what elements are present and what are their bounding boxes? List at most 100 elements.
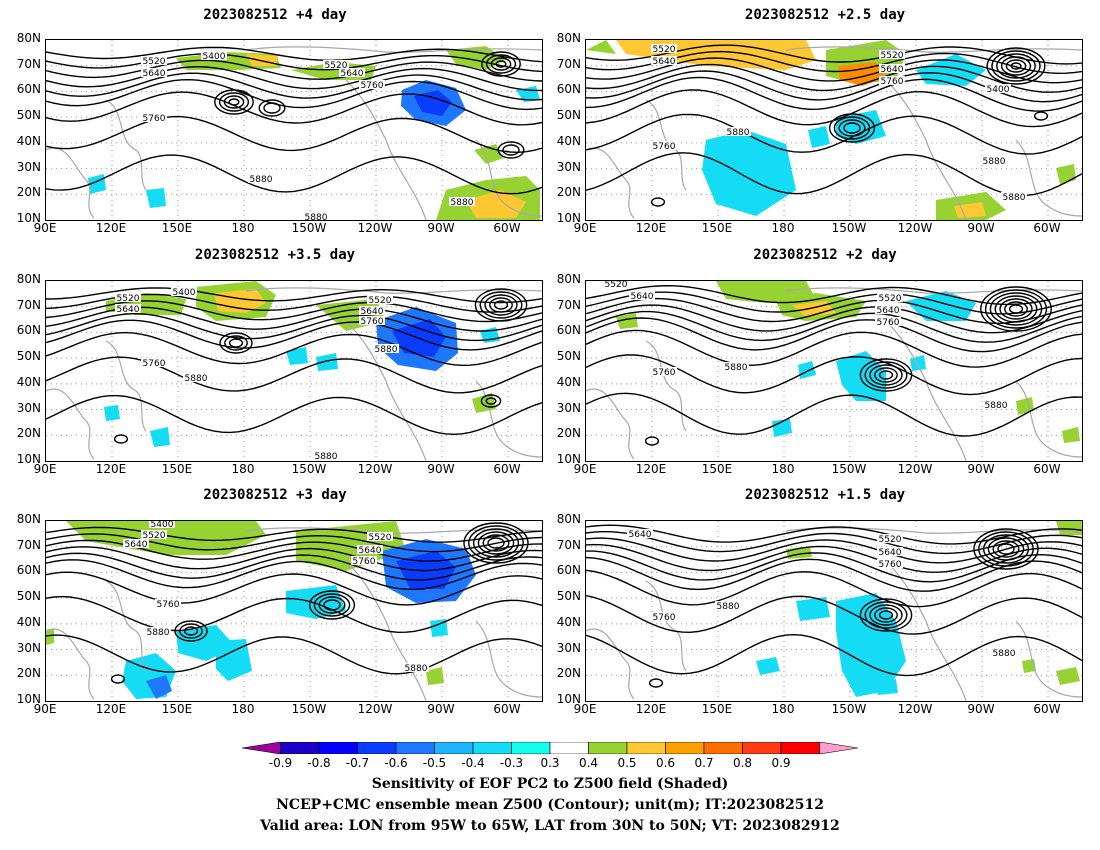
north-america-east-coastline [475, 139, 542, 217]
contour-label-bg [877, 293, 903, 302]
panel-plus3-day: 2023082512 +3 day [0, 480, 550, 720]
contour-line [46, 571, 542, 606]
contour-label: 5640 [125, 540, 148, 550]
closed-contour [308, 590, 356, 620]
contour-line [586, 297, 1082, 325]
contour-label: 5760 [361, 317, 384, 327]
colorbar-tick-label: -0.9 [268, 756, 293, 770]
contour-line [586, 569, 1082, 608]
closed-contour [258, 99, 286, 117]
closed-contour [489, 297, 513, 313]
longitude-tick-label: 150E [701, 462, 733, 476]
longitude-tick-label: 90W [967, 221, 995, 235]
colorbar-segment [395, 742, 435, 754]
shaded-region [798, 361, 816, 379]
contour-label: 5880 [451, 198, 474, 208]
map-plot: 5400 5520 5640 5520 5640 5760 5760 5880 5880 5880 [45, 39, 543, 221]
arctic-coastline [785, 527, 1082, 534]
shaded-region [1062, 427, 1080, 443]
closed-contour [986, 47, 1046, 85]
latitude-tick-label: 60N [16, 563, 41, 578]
closed-contour [323, 599, 341, 611]
contour-label: 5880 [725, 363, 748, 373]
contour-label-bg [183, 373, 209, 382]
contour-label-bg [141, 68, 167, 77]
colorbar-segment [472, 742, 512, 754]
contour-label: 5520 [143, 57, 166, 67]
closed-contour [174, 620, 208, 642]
shaded-region [616, 313, 638, 329]
contour-line [46, 356, 542, 394]
contour-label: 5640 [653, 57, 676, 67]
contour-label: 5520 [879, 294, 902, 304]
map-plot: 5640 5520 5640 5760 5880 5760 5880 [585, 520, 1083, 702]
latitude-tick-label: 30N [16, 159, 41, 174]
contour-label: 5520 [369, 533, 392, 543]
contour-line [46, 319, 542, 351]
closed-contour [980, 286, 1052, 332]
contour-label-bg [603, 281, 629, 288]
contour-label: 5880 [1003, 193, 1026, 203]
contour-label: 5760 [653, 368, 676, 378]
latitude-tick-label: 50N [556, 589, 581, 604]
closed-contour [223, 95, 245, 109]
latitude-tick-label: 50N [16, 108, 41, 123]
closed-contour [869, 604, 903, 626]
colorbar-segment [665, 742, 705, 754]
closed-contour [644, 436, 660, 446]
contour-label-bg [1001, 192, 1027, 201]
shaded-region [916, 54, 986, 86]
panel-title: 2023082512 +3.5 day [194, 247, 356, 263]
closed-contour [1033, 111, 1049, 121]
longitude-tick-label: 90W [967, 702, 995, 716]
latitude-tick-label: 20N [16, 185, 41, 200]
contour-label-bg [651, 44, 677, 53]
colorbar-tick-label: -0.3 [499, 756, 524, 770]
closed-contour [228, 98, 240, 106]
closed-contour [999, 298, 1033, 320]
shaded-region [796, 597, 830, 621]
closed-contour [984, 289, 1048, 329]
japan-coastline [105, 99, 147, 191]
contour-label: 5880 [717, 602, 740, 612]
contour-line [46, 634, 542, 675]
latitude-tick-label: 40N [16, 614, 41, 629]
caption-line-3: Valid area: LON from 95W to 65W, LAT fro… [260, 818, 840, 834]
latitude-tick-label: 30N [556, 640, 581, 655]
closed-contour [477, 531, 515, 555]
contour-line [46, 552, 542, 581]
longitude-tick-label: 150W [831, 702, 867, 716]
colorbar-segment [242, 742, 281, 754]
latitude-tick-label: 60N [556, 82, 581, 97]
latitude-tick-label: 70N [16, 537, 41, 552]
latitude-tick-label: 70N [16, 297, 41, 312]
longitude-tick-label: 150E [161, 462, 193, 476]
colorbar-tick-label: 0.3 [540, 756, 560, 770]
closed-contour [480, 394, 502, 408]
latitude-tick-label: 70N [556, 537, 581, 552]
contour-label-bg [877, 547, 903, 556]
longitude-tick-label: 150W [291, 462, 327, 476]
contour-label-bg [403, 663, 429, 672]
contour-label-bg [981, 156, 1007, 165]
contour-label: 5640 [117, 305, 140, 315]
contour-label-bg [359, 306, 385, 315]
contour-label: 5880 [375, 345, 398, 355]
latitude-tick-label: 70N [16, 56, 41, 71]
shaded-region [146, 675, 172, 699]
north-america-east-coastline [1015, 380, 1082, 458]
contour-line [586, 304, 1082, 334]
closed-contour [1008, 304, 1024, 314]
contour-label: 5640 [359, 546, 382, 556]
closed-contour [1000, 56, 1032, 76]
contour-label: 5400 [987, 85, 1010, 95]
z500-contours [46, 522, 542, 684]
contour-line [586, 543, 1082, 573]
coastlines [46, 527, 542, 701]
closed-contour [214, 89, 254, 115]
longitude-tick-label: 120E [635, 221, 667, 235]
longitude-tick-label: 180 [231, 702, 255, 716]
shaded-region [756, 657, 780, 675]
closed-contour [479, 291, 523, 319]
